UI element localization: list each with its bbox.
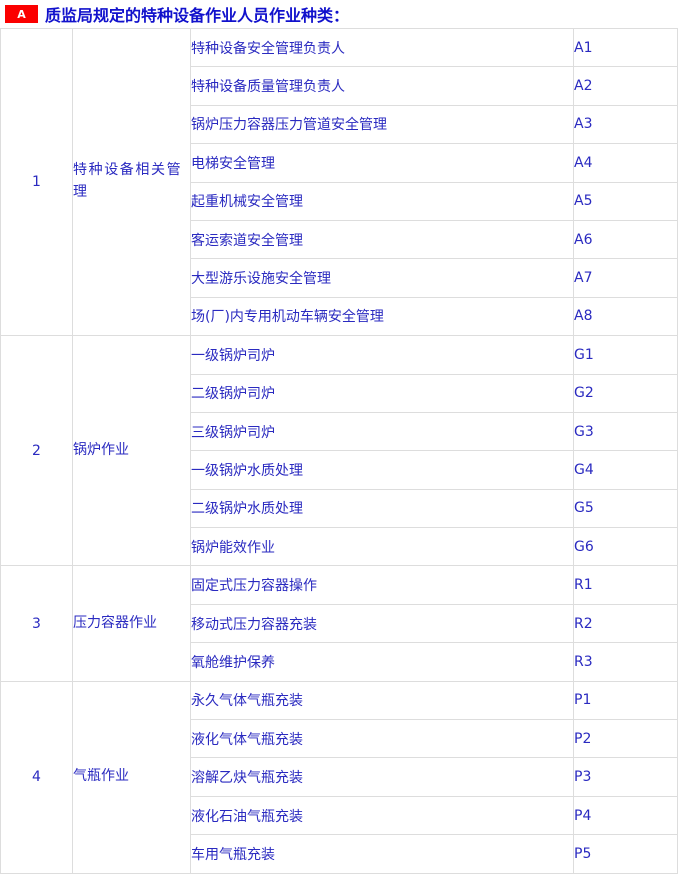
table-row: 4 气瓶作业 永久气体气瓶充装 P1 bbox=[0, 680, 678, 874]
group-category-label: 压力容器作业 bbox=[73, 614, 158, 631]
job-kind-name-cell: 液化石油气瓶充装 bbox=[190, 795, 574, 836]
job-kind-name-cell: 车用气瓶充装 bbox=[190, 834, 574, 874]
job-kind-name-cell: 大型游乐设施安全管理 bbox=[190, 258, 574, 298]
group-category-label: 特种设备相关管理 bbox=[73, 162, 183, 201]
job-kind-code-cell: G3 bbox=[573, 411, 678, 452]
job-kind-code-cell: G2 bbox=[573, 373, 678, 413]
job-kind-name-cell: 三级锅炉司炉 bbox=[190, 411, 574, 452]
job-kind-name-cell: 一级锅炉水质处理 bbox=[190, 450, 574, 490]
table-row: 大型游乐设施安全管理 A7 bbox=[1, 258, 678, 298]
job-kind-code-cell: A2 bbox=[573, 66, 678, 106]
job-kind-code-cell: P1 bbox=[573, 680, 678, 721]
table-row: 场(厂)内专用机动车辆安全管理 A8 bbox=[1, 296, 678, 337]
group-number-cell: 1 bbox=[0, 27, 73, 337]
page-title: 质监局规定的特种设备作业人员作业种类： bbox=[45, 6, 350, 25]
table-row: 锅炉压力容器压力管道安全管理 A3 bbox=[1, 104, 678, 145]
job-kind-name-cell: 锅炉压力容器压力管道安全管理 bbox=[190, 104, 574, 145]
job-kind-code-cell: P5 bbox=[573, 834, 678, 874]
job-kind-name-cell: 二级锅炉水质处理 bbox=[190, 488, 574, 529]
special-equipment-kinds-table: 1 特种设备相关管理 特种设备安全管理负责人 A1 特种设备质量管理负责人 A2 锅炉压力容… bbox=[0, 27, 678, 874]
job-kind-name-cell: 氧舱维护保养 bbox=[190, 642, 574, 682]
section-letter-badge: A bbox=[5, 5, 38, 23]
table-row: 溶解乙炔气瓶充装 P3 bbox=[1, 757, 678, 797]
job-kind-name-cell: 一级锅炉司炉 bbox=[190, 335, 574, 375]
job-kind-name-cell: 电梯安全管理 bbox=[190, 143, 574, 183]
table-row: 客运索道安全管理 A6 bbox=[1, 219, 678, 260]
job-kind-code-cell: A4 bbox=[573, 143, 678, 183]
group-number-cell: 4 bbox=[0, 680, 73, 874]
job-kind-code-cell: A1 bbox=[573, 27, 678, 68]
table-row: 特种设备质量管理负责人 A2 bbox=[1, 66, 678, 106]
job-kind-code-cell: G5 bbox=[573, 488, 678, 529]
job-kind-name-cell: 客运索道安全管理 bbox=[190, 219, 574, 260]
table-row: 三级锅炉司炉 G3 bbox=[1, 411, 678, 452]
table-row: 1 特种设备相关管理 特种设备安全管理负责人 A1 bbox=[0, 27, 678, 337]
job-kind-name-cell: 特种设备安全管理负责人 bbox=[190, 27, 574, 68]
job-kind-name-cell: 二级锅炉司炉 bbox=[190, 373, 574, 413]
group-number-cell: 3 bbox=[0, 565, 73, 682]
table-row: 3 压力容器作业 固定式压力容器操作 R1 bbox=[0, 565, 678, 682]
job-kind-code-cell: G4 bbox=[573, 450, 678, 490]
group-category-cell: 特种设备相关管理 bbox=[72, 27, 191, 337]
job-kind-code-cell: R3 bbox=[573, 642, 678, 682]
table-row: 氧舱维护保养 R3 bbox=[1, 642, 678, 682]
table-row: 液化气体气瓶充装 P2 bbox=[1, 719, 678, 759]
job-kind-code-cell: G1 bbox=[573, 335, 678, 375]
table-row: 2 锅炉作业 一级锅炉司炉 G1 bbox=[0, 335, 678, 567]
job-kind-name-cell: 永久气体气瓶充装 bbox=[190, 680, 574, 721]
job-kind-code-cell: R1 bbox=[573, 565, 678, 605]
job-kind-code-cell: A5 bbox=[573, 181, 678, 221]
group-category-label: 锅炉作业 bbox=[73, 441, 130, 458]
table-row: 起重机械安全管理 A5 bbox=[1, 181, 678, 221]
group-category-cell: 锅炉作业 bbox=[72, 335, 191, 567]
group-category-cell: 气瓶作业 bbox=[72, 680, 191, 874]
job-kind-name-cell: 液化气体气瓶充装 bbox=[190, 719, 574, 759]
job-kind-name-cell: 移动式压力容器充装 bbox=[190, 603, 574, 644]
group-category-label: 气瓶作业 bbox=[73, 768, 130, 785]
table-row: 液化石油气瓶充装 P4 bbox=[1, 795, 678, 836]
table-row: 二级锅炉司炉 G2 bbox=[1, 373, 678, 413]
table-row: 锅炉能效作业 G6 bbox=[1, 527, 678, 567]
table-row: 电梯安全管理 A4 bbox=[1, 143, 678, 183]
table-row: 二级锅炉水质处理 G5 bbox=[1, 488, 678, 529]
job-kind-code-cell: P2 bbox=[573, 719, 678, 759]
group-number-cell: 2 bbox=[0, 335, 73, 567]
job-kind-name-cell: 溶解乙炔气瓶充装 bbox=[190, 757, 574, 797]
job-kind-code-cell: A8 bbox=[573, 296, 678, 337]
job-kind-code-cell: P3 bbox=[573, 757, 678, 797]
job-kind-name-cell: 起重机械安全管理 bbox=[190, 181, 574, 221]
page-header: A 质监局规定的特种设备作业人员作业种类： bbox=[0, 0, 689, 28]
job-kind-code-cell: R2 bbox=[573, 603, 678, 644]
job-kind-name-cell: 场(厂)内专用机动车辆安全管理 bbox=[190, 296, 574, 337]
table-row: 移动式压力容器充装 R2 bbox=[1, 603, 678, 644]
job-kind-name-cell: 固定式压力容器操作 bbox=[190, 565, 574, 605]
job-kind-code-cell: G6 bbox=[573, 527, 678, 567]
job-kind-name-cell: 特种设备质量管理负责人 bbox=[190, 66, 574, 106]
job-kind-code-cell: P4 bbox=[573, 795, 678, 836]
job-kind-code-cell: A3 bbox=[573, 104, 678, 145]
job-kind-code-cell: A6 bbox=[573, 219, 678, 260]
group-category-cell: 压力容器作业 bbox=[72, 565, 191, 682]
job-kind-name-cell: 锅炉能效作业 bbox=[190, 527, 574, 567]
job-kind-code-cell: A7 bbox=[573, 258, 678, 298]
